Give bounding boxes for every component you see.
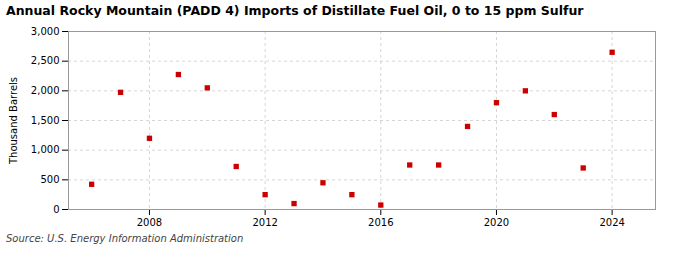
- svg-text:2,500: 2,500: [31, 55, 60, 66]
- svg-text:1,500: 1,500: [31, 114, 60, 125]
- svg-text:0: 0: [53, 203, 59, 214]
- svg-text:2024: 2024: [599, 216, 624, 227]
- svg-text:2016: 2016: [368, 216, 393, 227]
- svg-text:1,000: 1,000: [31, 144, 60, 155]
- svg-text:Thousand Barrels: Thousand Barrels: [8, 77, 19, 165]
- svg-text:2008: 2008: [137, 216, 162, 227]
- svg-text:2012: 2012: [252, 216, 277, 227]
- svg-text:3,000: 3,000: [31, 25, 60, 36]
- html-text:Source: U.S. Energy Informatio: Source: U.S. Energy Information Administ…: [6, 232, 244, 244]
- svg-text:500: 500: [40, 174, 59, 185]
- html-text:Annual Rocky Mountain (PADD 4): Annual Rocky Mountain (PADD 4) Imports o…: [6, 3, 584, 18]
- svg-text:2020: 2020: [484, 216, 509, 227]
- svg-text:2,000: 2,000: [31, 85, 60, 96]
